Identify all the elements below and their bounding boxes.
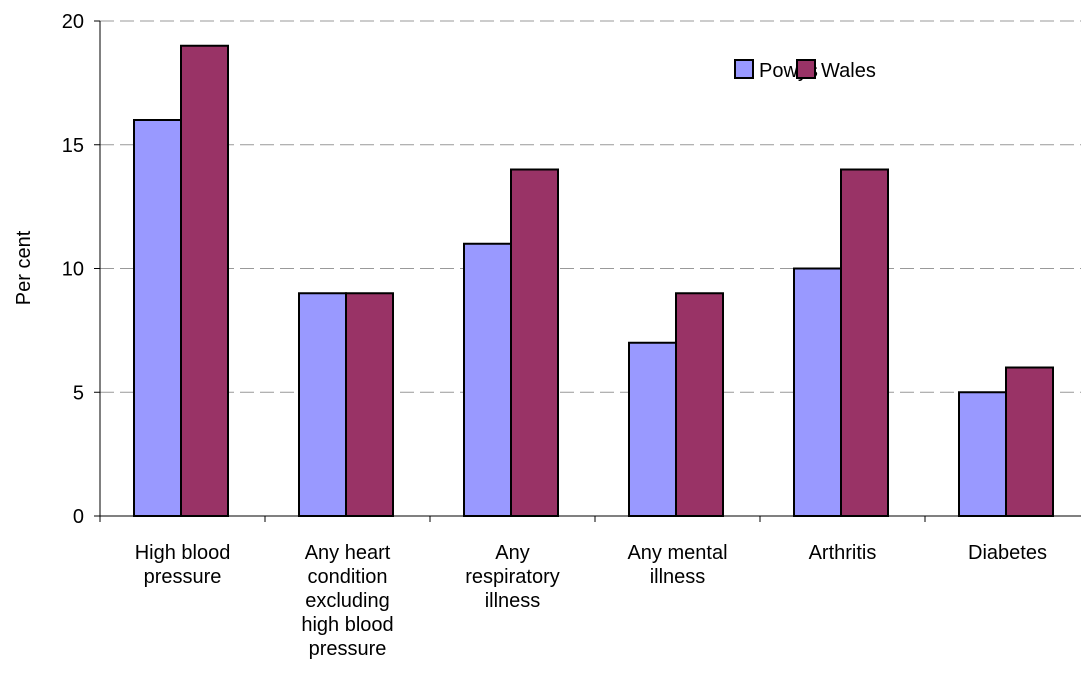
y-axis-label: Per cent [13,230,35,305]
x-tick-label: Diabetes [968,542,1047,564]
y-tick-label: 20 [62,11,84,33]
bar [463,242,512,517]
y-tick-label: 10 [62,259,84,281]
bar [793,267,842,517]
x-tick-label: Any respiratory illness [465,542,559,612]
bar [510,168,559,517]
bar [958,391,1007,517]
legend-swatch [734,59,754,79]
y-tick-label: 5 [73,382,84,404]
legend-label: Wales [821,60,876,82]
bar [675,292,724,517]
y-tick-label: 0 [73,506,84,528]
x-tick-label: High blood pressure [135,542,231,588]
bar [628,341,677,517]
bar [133,119,182,517]
bar [298,292,347,517]
x-tick-label: Any heart condition excluding high blood pre… [301,542,393,660]
legend-swatch [796,59,816,79]
x-tick-label: Any mental illness [627,542,727,588]
y-tick-label: 15 [62,135,84,157]
bar [1005,366,1054,517]
bar [180,44,229,517]
bar [840,168,889,517]
bar [345,292,394,517]
x-tick-label: Arthritis [809,542,877,564]
